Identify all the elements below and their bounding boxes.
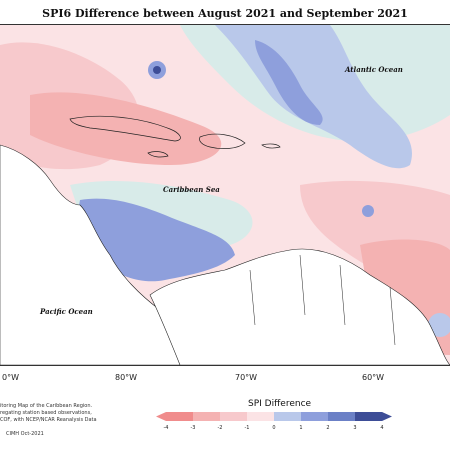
legend-swatch: [274, 412, 302, 421]
wet-core-north: [255, 40, 323, 125]
lon-label-80w: 80°W: [115, 373, 138, 382]
legend-swatch: [193, 412, 221, 421]
legend-tick-label: -4: [163, 425, 169, 431]
legend-swatch: [166, 412, 194, 421]
land-jamaica: [147, 151, 169, 158]
map-title: SPI6 Difference between August 2021 and …: [42, 7, 408, 20]
footer-line-2: regating station based observations,: [0, 410, 92, 416]
borders: [249, 254, 396, 346]
legend-tick-label: 0: [272, 425, 276, 431]
legend-tick-label: 4: [380, 425, 384, 431]
land-south-america: [149, 248, 450, 365]
legend-colorbar: [156, 412, 392, 421]
map-panel: Atlantic Ocean Caribbean Sea Pacific Oce…: [0, 24, 450, 366]
wet-band-caribbean: [78, 198, 236, 282]
legend-tick-label: -3: [190, 425, 196, 431]
legend-swatch: [328, 412, 356, 421]
caribbean-sea-label: Caribbean Sea: [163, 185, 220, 194]
legend-swatch: [247, 412, 275, 421]
legend-arrow-left: [156, 412, 166, 421]
legend-swatch: [220, 412, 248, 421]
atlantic-ocean-label: Atlantic Ocean: [345, 65, 403, 74]
lon-label-70w: 70°W: [235, 373, 258, 382]
lon-label-90w: 0°W: [2, 373, 19, 382]
footer-line-1: itoring Map of the Caribbean Region.: [0, 403, 93, 409]
land-hispaniola: [199, 133, 246, 149]
legend-swatch: [301, 412, 329, 421]
legend-tick-label: 2: [326, 425, 330, 431]
land-cuba: [69, 115, 181, 142]
legend-tick-label: 3: [353, 425, 357, 431]
pacific-ocean-label: Pacific Ocean: [40, 307, 93, 316]
wet-spot-bahamas-core: [153, 66, 161, 74]
legend-tick-label: -2: [217, 425, 223, 431]
legend-tick-label: 1: [299, 425, 303, 431]
legend-tick-label: -1: [244, 425, 250, 431]
wet-spot-lesser-antilles: [362, 205, 374, 217]
dry-patch-cuba: [30, 92, 222, 165]
legend-title: SPI Difference: [248, 399, 312, 409]
lon-label-60w: 60°W: [362, 373, 385, 382]
credit: CIMH Oct-2021: [6, 431, 44, 437]
land-puerto-rico: [261, 143, 281, 149]
legend-arrow-right: [382, 412, 392, 421]
wet-spot-east: [428, 313, 450, 337]
spi-map: [0, 25, 450, 365]
legend-swatch: [355, 412, 383, 421]
footer-line-3: COF, with NCEP/NCAR Reanalysis Data: [0, 417, 97, 423]
